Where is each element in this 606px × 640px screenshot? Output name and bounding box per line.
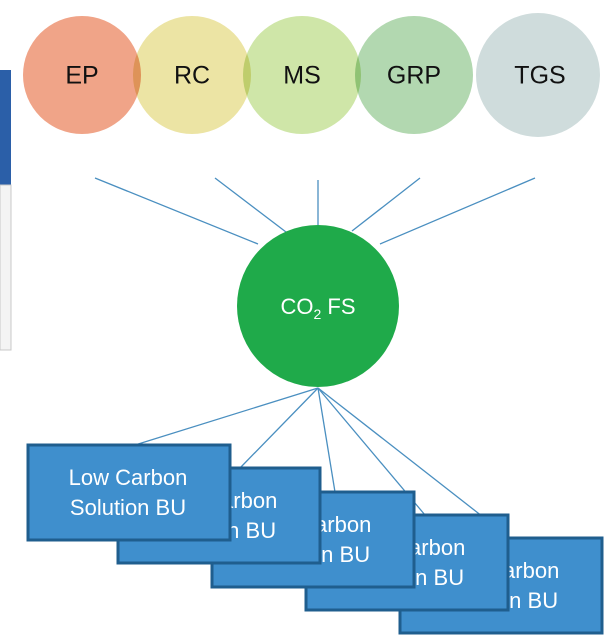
- connector: [239, 387, 319, 469]
- box-label: Solution BU: [70, 495, 186, 520]
- node-label: EP: [65, 62, 98, 90]
- connector: [94, 177, 259, 245]
- node-label: TGS: [514, 62, 565, 90]
- center-node: CO2 FS: [237, 225, 399, 387]
- circle: [476, 13, 600, 137]
- node-label: RC: [174, 62, 210, 90]
- label-subscript: 2: [313, 306, 321, 322]
- box-rect: [26, 443, 232, 542]
- connector: [134, 387, 319, 446]
- unit-box: Low Carbon Solution BU: [26, 443, 232, 542]
- side-panel: [0, 70, 12, 351]
- connector: [379, 177, 536, 245]
- circle: [23, 16, 141, 134]
- connector: [214, 177, 287, 233]
- box-label: Low Carbon: [69, 465, 188, 490]
- center-label: CO2 FS: [280, 294, 355, 322]
- circle: [243, 16, 361, 134]
- connector: [317, 387, 336, 493]
- label-part: FS: [321, 294, 355, 319]
- circle: [355, 16, 473, 134]
- connector: [317, 387, 511, 539]
- connector: [351, 177, 421, 232]
- center-circle: [237, 225, 399, 387]
- top-circles: EP RC MS GRP TGS: [23, 13, 600, 137]
- node-label: MS: [283, 62, 321, 90]
- node-label: GRP: [387, 62, 441, 90]
- circle: [133, 16, 251, 134]
- label-part: CO: [280, 294, 313, 319]
